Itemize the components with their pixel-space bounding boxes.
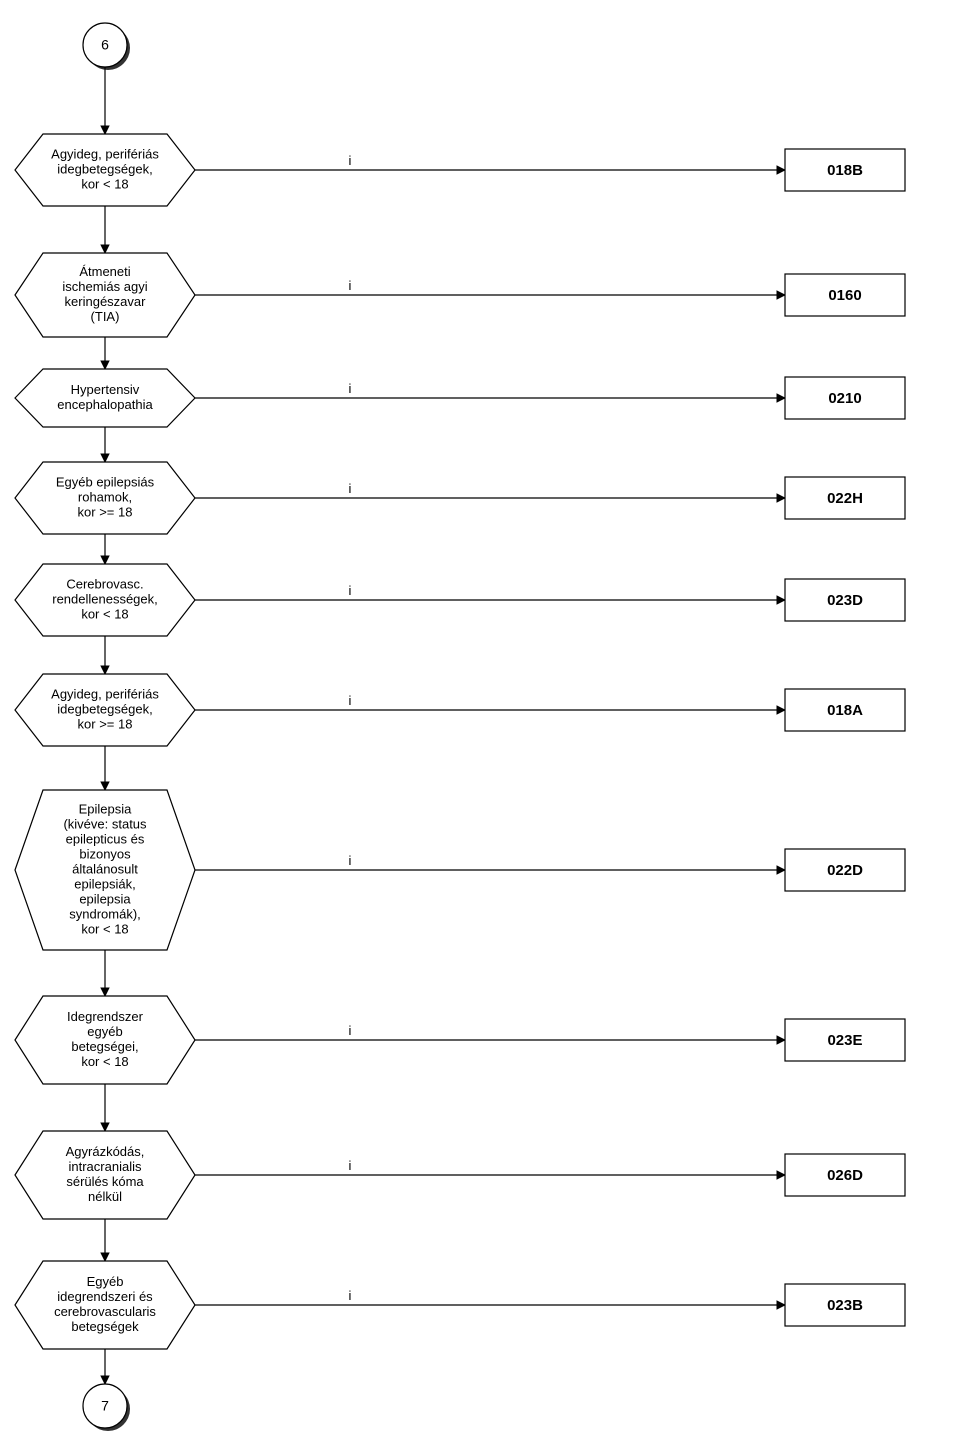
edge-label-1: i: [349, 278, 352, 293]
result-8-code: 026D: [827, 1167, 863, 1184]
decision-1-line-3: (TIA): [91, 309, 120, 324]
decision-5-line-2: kor >= 18: [78, 716, 133, 731]
decision-2-line-1: encephalopathia: [57, 397, 153, 412]
decision-3-line-2: kor >= 18: [78, 504, 133, 519]
decision-6-line-6: epilepsia: [79, 891, 131, 906]
edge-label-6: i: [349, 853, 352, 868]
edge-label-0: i: [349, 153, 352, 168]
decision-6-line-3: bizonyos: [79, 846, 131, 861]
decision-9-line-1: idegrendszeri és: [57, 1289, 153, 1304]
decision-7-line-1: egyéb: [87, 1024, 122, 1039]
decision-6-line-8: kor < 18: [81, 921, 128, 936]
decision-7-line-2: betegségei,: [71, 1039, 138, 1054]
decision-6-line-2: epilepticus és: [66, 831, 145, 846]
decision-6-line-1: (kivéve: status: [63, 816, 147, 831]
decision-1-line-0: Átmeneti: [79, 264, 130, 279]
decision-5-line-0: Agyideg, perifériás: [51, 686, 159, 701]
edge-label-9: i: [349, 1288, 352, 1303]
decision-1-line-2: keringészavar: [65, 294, 147, 309]
result-6-code: 022D: [827, 862, 863, 879]
edge-label-4: i: [349, 583, 352, 598]
result-4-code: 023D: [827, 592, 863, 609]
decision-9-line-3: betegségek: [71, 1319, 139, 1334]
decision-6-line-0: Epilepsia: [79, 801, 133, 816]
decision-0-line-0: Agyideg, perifériás: [51, 146, 159, 161]
edge-label-3: i: [349, 481, 352, 496]
result-7-code: 023E: [827, 1032, 862, 1049]
decision-9-line-0: Egyéb: [87, 1274, 124, 1289]
decision-2-line-0: Hypertensiv: [71, 382, 140, 397]
decision-0-line-2: kor < 18: [81, 176, 128, 191]
decision-8-line-3: nélkül: [88, 1189, 122, 1204]
result-5-code: 018A: [827, 702, 863, 719]
edge-label-2: i: [349, 381, 352, 396]
decision-4-line-2: kor < 18: [81, 606, 128, 621]
decision-6-line-4: általánosult: [72, 861, 138, 876]
decision-1-line-1: ischemiás agyi: [62, 279, 147, 294]
decision-3-line-1: rohamok,: [78, 489, 132, 504]
result-2-code: 0210: [828, 390, 861, 407]
edge-label-8: i: [349, 1158, 352, 1173]
decision-8-line-1: intracranialis: [69, 1159, 142, 1174]
decision-6-line-5: epilepsiák,: [74, 876, 135, 891]
start-connector-label: 6: [101, 37, 109, 53]
decision-4-line-1: rendellenességek,: [52, 591, 158, 606]
decision-8-line-2: sérülés kóma: [66, 1174, 144, 1189]
decision-0-line-1: idegbetegségek,: [57, 161, 152, 176]
edge-label-5: i: [349, 693, 352, 708]
decision-7-line-3: kor < 18: [81, 1054, 128, 1069]
end-connector-label: 7: [101, 1398, 109, 1414]
result-3-code: 022H: [827, 490, 863, 507]
flowchart-canvas: 6Agyideg, perifériásidegbetegségek,kor <…: [0, 0, 960, 1451]
decision-7-line-0: Idegrendszer: [67, 1009, 144, 1024]
decision-5-line-1: idegbetegségek,: [57, 701, 152, 716]
result-0-code: 018B: [827, 162, 863, 179]
edge-label-7: i: [349, 1023, 352, 1038]
decision-9-line-2: cerebrovascularis: [54, 1304, 156, 1319]
decision-6-line-7: syndromák),: [69, 906, 141, 921]
decision-3-line-0: Egyéb epilepsiás: [56, 474, 155, 489]
decision-8-line-0: Agyrázkódás,: [66, 1144, 145, 1159]
result-9-code: 023B: [827, 1297, 863, 1314]
result-1-code: 0160: [828, 287, 861, 304]
decision-4-line-0: Cerebrovasc.: [66, 576, 143, 591]
